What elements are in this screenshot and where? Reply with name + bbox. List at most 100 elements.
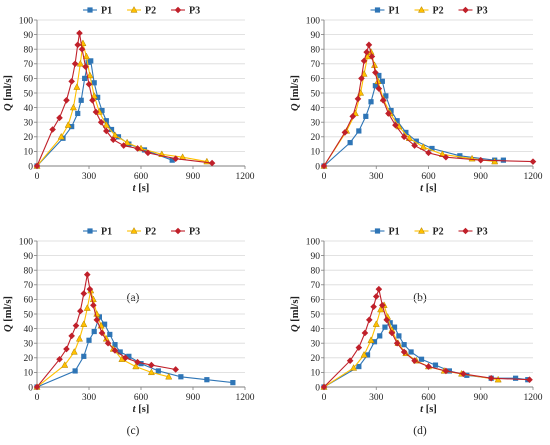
legend-label: P2	[433, 6, 444, 17]
data-point	[419, 143, 427, 150]
data-point	[464, 372, 470, 378]
data-point	[169, 157, 175, 163]
series-p3	[33, 271, 179, 391]
data-point	[138, 361, 144, 367]
data-point	[88, 58, 94, 64]
legend-marker	[417, 227, 426, 234]
data-point	[403, 129, 409, 136]
legend-marker	[174, 6, 182, 14]
y-tick-label: 100	[19, 16, 34, 26]
y-tick-label: 0	[315, 162, 320, 172]
data-point	[432, 362, 439, 368]
y-tick-label: 60	[24, 296, 34, 306]
data-point	[411, 357, 418, 365]
data-point	[73, 83, 81, 90]
x-tick-label: 0	[35, 393, 40, 403]
data-point	[165, 372, 173, 380]
data-point	[394, 118, 400, 124]
legend-marker	[462, 6, 469, 14]
y-axis-label: Q [ml/s]	[290, 75, 301, 111]
data-point	[97, 118, 105, 126]
y-axis-label: Q [ml/s]	[3, 296, 14, 332]
data-point	[358, 75, 365, 82]
legend-label: P3	[189, 227, 200, 238]
data-point	[33, 383, 41, 391]
y-tick-label: 0	[315, 383, 320, 393]
y-tick-label: 80	[311, 267, 321, 277]
y-tick-label: 60	[311, 296, 321, 306]
data-point	[360, 350, 368, 358]
legend-label: P2	[145, 227, 156, 238]
series-p2	[33, 286, 173, 390]
data-point	[411, 142, 418, 149]
series-p1	[321, 72, 506, 169]
x-axis-label: t [s]	[133, 404, 150, 415]
y-tick-label: 90	[24, 31, 34, 41]
y-axis-unit: [ml/s]	[3, 75, 14, 103]
y-tick-label: 40	[311, 325, 321, 335]
data-point	[477, 156, 485, 164]
data-point	[388, 107, 394, 114]
data-point	[104, 339, 112, 347]
data-point	[103, 127, 110, 135]
panel-label: (a)	[127, 292, 140, 304]
x-tick-label: 0	[322, 172, 327, 182]
x-tick-label: 1200	[236, 393, 255, 403]
x-tick-label: 600	[421, 393, 436, 403]
data-point	[90, 91, 98, 99]
data-point	[81, 353, 87, 359]
data-point	[147, 368, 155, 376]
x-axis-symbol: t	[133, 183, 137, 194]
legend-marker	[462, 227, 469, 235]
data-point	[72, 322, 80, 329]
data-point	[349, 113, 357, 120]
data-point	[76, 29, 83, 37]
data-point	[418, 356, 425, 362]
data-point	[365, 41, 373, 49]
data-point	[120, 142, 127, 149]
data-point	[413, 138, 419, 144]
data-point	[526, 376, 533, 383]
data-point	[49, 126, 56, 133]
data-point	[111, 131, 119, 138]
data-point	[155, 368, 161, 374]
data-point	[379, 301, 386, 309]
legend-marker	[130, 6, 138, 13]
data-point	[372, 320, 380, 327]
x-axis-label: t [s]	[420, 404, 437, 415]
y-tick-label: 70	[311, 60, 321, 70]
data-point	[457, 153, 463, 159]
data-point	[425, 363, 432, 370]
legend-label: P1	[101, 227, 112, 238]
data-point	[108, 126, 115, 133]
data-point	[56, 114, 63, 122]
data-point	[99, 107, 105, 114]
y-tick-label: 80	[24, 267, 34, 277]
data-point	[388, 329, 396, 337]
data-point	[103, 118, 109, 124]
data-point	[91, 80, 97, 86]
data-point	[86, 285, 94, 293]
x-tick-label: 600	[134, 172, 149, 182]
legend-item-p3: P3	[171, 227, 200, 238]
x-tick-label: 300	[82, 393, 97, 403]
series-line	[36, 43, 207, 167]
y-tick-label: 100	[19, 237, 34, 247]
data-point	[377, 305, 385, 313]
data-point	[368, 53, 376, 60]
legend-item-p3: P3	[458, 227, 488, 238]
data-point	[89, 97, 96, 104]
data-point	[354, 95, 362, 103]
y-tick-label: 30	[24, 340, 34, 350]
data-point	[126, 353, 132, 359]
data-point	[442, 367, 450, 375]
x-axis-unit: [s]	[136, 404, 150, 415]
x-tick-label: 600	[134, 393, 149, 403]
data-point	[363, 48, 370, 56]
data-point	[93, 316, 101, 324]
data-point	[363, 113, 369, 119]
y-tick-label: 10	[311, 148, 321, 158]
data-point	[401, 342, 407, 348]
data-point	[63, 97, 70, 104]
data-point	[204, 377, 210, 383]
